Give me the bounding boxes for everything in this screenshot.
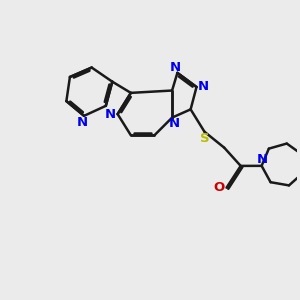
Text: N: N	[169, 61, 181, 74]
Text: N: N	[105, 108, 116, 121]
Text: N: N	[169, 117, 180, 130]
Text: S: S	[200, 132, 210, 145]
Text: N: N	[257, 153, 268, 166]
Text: N: N	[77, 116, 88, 129]
Text: O: O	[214, 181, 225, 194]
Text: N: N	[198, 80, 209, 94]
